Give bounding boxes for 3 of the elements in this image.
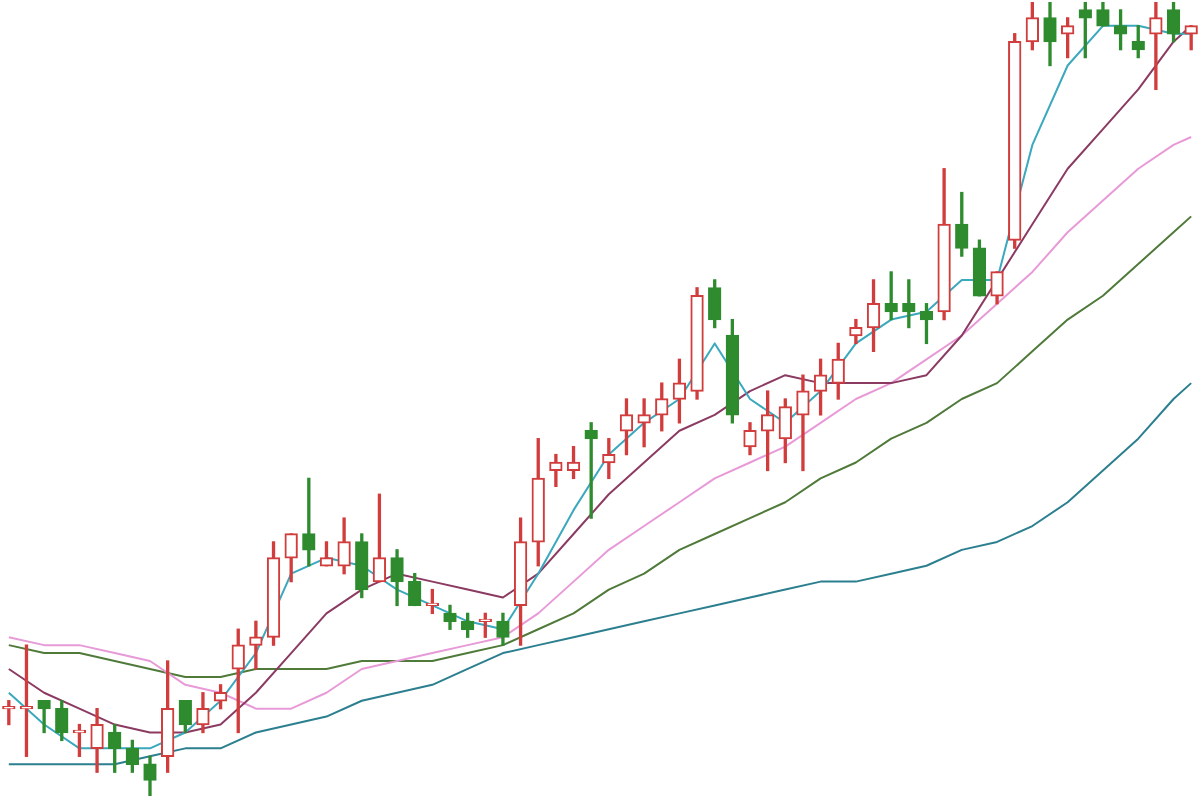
candlestick bbox=[249, 620, 263, 670]
candlestick bbox=[637, 398, 651, 448]
candlestick bbox=[1149, 2, 1163, 90]
